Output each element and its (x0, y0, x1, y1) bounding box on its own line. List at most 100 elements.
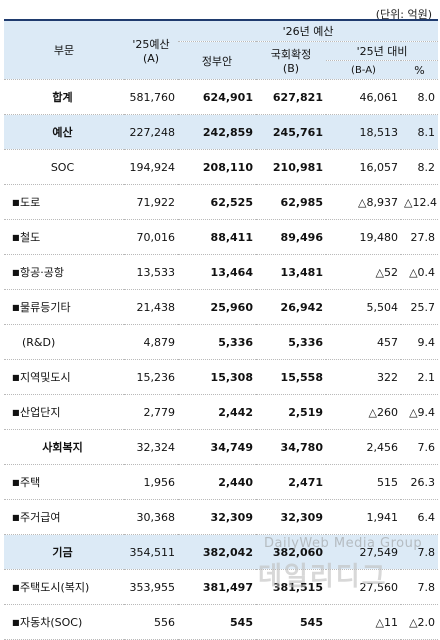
pct-cell: 7.8 (401, 569, 439, 605)
gov-cell: 545 (178, 604, 256, 640)
bullet-icon: ■ (12, 583, 20, 592)
row-budget: 예산 227,248 242,859 245,761 18,513 8.1 (4, 114, 439, 150)
category-cell: (R&D) (4, 324, 124, 360)
budget25-cell: 2,779 (124, 394, 178, 430)
row-label: 주택도시(복지) (20, 581, 90, 594)
pct-cell: 2.1 (401, 359, 439, 395)
budget25-cell: 194,924 (124, 149, 178, 185)
gov-cell: 25,960 (178, 289, 256, 325)
gov-cell: 381,497 (178, 569, 256, 605)
category-cell: ■항공·공항 (4, 254, 124, 290)
header-label: '25예산 (132, 37, 170, 51)
budget25-cell: 15,236 (124, 359, 178, 395)
diff-cell: 18,513 (326, 114, 401, 150)
category-cell: 기금 (4, 534, 124, 570)
budget25-cell: 4,879 (124, 324, 178, 360)
pct-cell: 6.4 (401, 499, 439, 535)
category-cell: ■주택 (4, 464, 124, 500)
header-label: (B) (282, 62, 300, 75)
header-final: 국회확정 (B) (256, 41, 326, 80)
unit-note: (단위: 억원) (375, 8, 432, 21)
final-cell: 545 (256, 604, 326, 640)
final-cell: 13,481 (256, 254, 326, 290)
final-cell: 245,761 (256, 114, 326, 150)
diff-cell: △8,937 (326, 184, 401, 220)
header-budget25: '25예산 (A) (124, 19, 178, 80)
category-cell: ■물류등기타 (4, 289, 124, 325)
bullet-icon: ■ (12, 303, 20, 312)
row-total: 합계 581,760 624,901 627,821 46,061 8.0 (4, 79, 439, 115)
budget25-cell: 30,368 (124, 499, 178, 535)
header-label: (A) (142, 51, 160, 65)
budget25-cell: 13,533 (124, 254, 178, 290)
diff-cell: 5,504 (326, 289, 401, 325)
row-label: 항공·공항 (20, 266, 64, 279)
row-regional: ■지역및도시 15,236 15,308 15,558 322 2.1 (4, 359, 439, 395)
row-label: 합계 (52, 91, 73, 104)
final-cell: 32,309 (256, 499, 326, 535)
category-cell: 합계 (4, 79, 124, 115)
pct-cell: 25.7 (401, 289, 439, 325)
bullet-icon: ■ (12, 408, 20, 417)
gov-cell: 34,749 (178, 429, 256, 465)
diff-cell: 16,057 (326, 149, 401, 185)
gov-cell: 15,308 (178, 359, 256, 395)
pct-cell: △12.4 (401, 184, 439, 220)
budget25-cell: 353,955 (124, 569, 178, 605)
diff-cell: 2,456 (326, 429, 401, 465)
row-aviation: ■항공·공항 13,533 13,464 13,481 △52 △0.4 (4, 254, 439, 290)
budget25-cell: 21,438 (124, 289, 178, 325)
final-cell: 15,558 (256, 359, 326, 395)
diff-cell: 1,941 (326, 499, 401, 535)
diff-cell: 515 (326, 464, 401, 500)
watermark-logo: 데일리디그 (258, 562, 388, 592)
diff-cell: 27,560 (326, 569, 401, 605)
pct-cell: △9.4 (401, 394, 439, 430)
category-cell: ■도로 (4, 184, 124, 220)
final-cell: 381,515 (256, 569, 326, 605)
header-category: 부문 (4, 19, 124, 80)
pct-cell: 8.1 (401, 114, 439, 150)
budget25-cell: 71,922 (124, 184, 178, 220)
gov-cell: 32,309 (178, 499, 256, 535)
diff-cell: 322 (326, 359, 401, 395)
row-logistics: ■물류등기타 21,438 25,960 26,942 5,504 25.7 (4, 289, 439, 325)
diff-cell: 46,061 (326, 79, 401, 115)
category-cell: ■산업단지 (4, 394, 124, 430)
final-cell: 34,780 (256, 429, 326, 465)
diff-cell: △52 (326, 254, 401, 290)
row-label: 기금 (52, 546, 73, 559)
category-cell: ■지역및도시 (4, 359, 124, 395)
bullet-icon: ■ (12, 373, 20, 382)
bullet-icon: ■ (12, 198, 20, 207)
final-cell: 5,336 (256, 324, 326, 360)
gov-cell: 2,442 (178, 394, 256, 430)
gov-cell: 208,110 (178, 149, 256, 185)
gov-cell: 2,440 (178, 464, 256, 500)
pct-cell: 9.4 (401, 324, 439, 360)
row-label: 주거급여 (20, 511, 61, 524)
final-cell: 2,471 (256, 464, 326, 500)
pct-cell: 27.8 (401, 219, 439, 255)
row-label: (R&D) (22, 335, 56, 349)
category-cell: ■주택도시(복지) (4, 569, 124, 605)
row-industrial: ■산업단지 2,779 2,442 2,519 △260 △9.4 (4, 394, 439, 430)
row-label: 예산 (52, 126, 73, 139)
diff-cell: △260 (326, 394, 401, 430)
row-housing-urban: ■주택도시(복지) 353,955 381,497 381,515 27,560 7.8 (4, 569, 439, 605)
row-welfare: 사회복지 32,324 34,749 34,780 2,456 7.6 (4, 429, 439, 465)
bullet-icon: ■ (12, 233, 20, 242)
pct-cell: △0.4 (401, 254, 439, 290)
row-road: ■도로 71,922 62,525 62,985 △8,937 △12.4 (4, 184, 439, 220)
category-cell: ■주거급여 (4, 499, 124, 535)
gov-cell: 242,859 (178, 114, 256, 150)
pct-cell: 26.3 (401, 464, 439, 500)
row-label: 물류등기타 (20, 301, 71, 314)
bullet-icon: ■ (12, 618, 20, 627)
row-housing-benefit: ■주거급여 30,368 32,309 32,309 1,941 6.4 (4, 499, 439, 535)
budget-table: 부문 '25예산 (A) '26년 예산 정부안 국회확정 (B) '25년 대비 … (4, 19, 439, 640)
row-label: 지역및도시 (20, 371, 71, 384)
diff-cell: 27,549 (326, 534, 401, 570)
diff-cell: 19,480 (326, 219, 401, 255)
header-pct: % (401, 60, 439, 80)
